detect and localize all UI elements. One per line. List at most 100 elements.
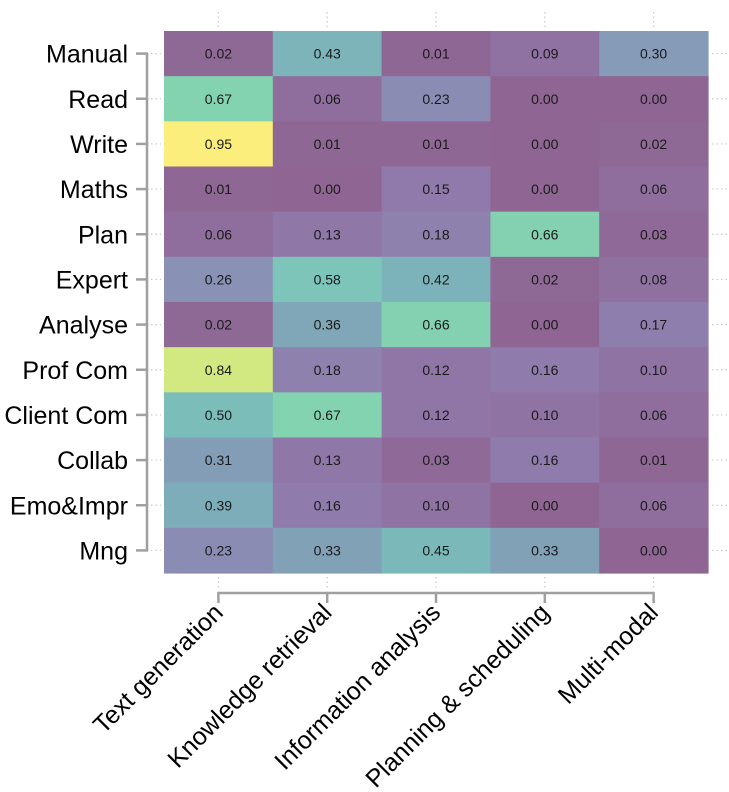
cell-value-label: 0.01	[422, 46, 449, 62]
y-tick-label: Analyse	[39, 312, 128, 340]
heatmap-cell	[599, 166, 709, 213]
heatmap-cell	[599, 482, 709, 529]
y-tick-label: Expert	[56, 266, 128, 294]
heatmap-cell	[381, 211, 491, 258]
heatmap-cell	[164, 31, 274, 77]
cell-value-label: 0.01	[640, 452, 667, 468]
x-tick-label: Planning & scheduling	[360, 598, 555, 792]
cell-value-label: 0.00	[531, 497, 558, 513]
y-tick-label: Manual	[46, 41, 128, 69]
cell-value-label: 0.43	[314, 46, 341, 62]
heatmap-cell	[490, 302, 600, 348]
cell-value-label: 0.13	[314, 226, 341, 242]
cell-value-label: 0.36	[314, 317, 341, 333]
cell-value-label: 0.23	[422, 91, 449, 107]
heatmap-cell	[599, 302, 709, 348]
cell-value-label: 0.06	[640, 407, 667, 423]
dotted-ticks	[151, 12, 727, 590]
heatmap-cell	[490, 166, 600, 213]
cell-value-label: 0.16	[531, 362, 558, 378]
cell-value-label: 0.01	[314, 136, 341, 152]
cell-value-label: 0.16	[531, 452, 558, 468]
heatmap-cell	[381, 166, 491, 213]
y-tick-label: Read	[68, 86, 128, 114]
y-tick-label: Prof Com	[22, 357, 128, 385]
heatmap-cell	[599, 256, 709, 303]
cell-value-label: 0.26	[205, 271, 232, 287]
heatmap-cell	[490, 392, 600, 439]
heatmap-cell	[599, 347, 709, 393]
heatmap-cell	[272, 482, 383, 529]
heatmap-cell	[164, 437, 274, 484]
cell-value-label: 0.33	[531, 542, 558, 558]
cell-value-label: 0.39	[205, 497, 232, 513]
cell-value-label: 0.00	[531, 317, 558, 333]
heatmap-cell	[272, 166, 383, 213]
cell-value-label: 0.30	[640, 46, 667, 62]
heatmap-cell	[164, 256, 274, 303]
cell-value-label: 0.02	[205, 317, 232, 333]
cell-value-label: 0.00	[531, 181, 558, 197]
cell-value-label: 0.00	[531, 136, 558, 152]
cell-value-label: 0.00	[640, 542, 667, 558]
cell-value-label: 0.66	[531, 226, 558, 242]
heatmap-cell	[164, 527, 274, 574]
cell-value-label: 0.95	[205, 136, 232, 152]
cell-value-label: 0.17	[640, 317, 667, 333]
cell-value-label: 0.02	[640, 136, 667, 152]
heatmap-cell	[272, 256, 383, 303]
y-axis: Manual Read Write Maths Plan Expert Analyse Pro…	[4, 41, 149, 565]
heatmap-cell	[164, 166, 274, 213]
heatmap-cell	[381, 437, 491, 484]
y-tick-label: Plan	[78, 221, 128, 249]
heatmap-cell	[490, 211, 600, 258]
y-tick-label: Mng	[79, 537, 128, 565]
cell-value-label: 0.03	[422, 452, 449, 468]
cell-value-label: 0.10	[640, 362, 667, 378]
heatmap-cell	[599, 76, 709, 122]
heatmap-cell	[272, 527, 383, 574]
y-tick-label: Maths	[60, 176, 128, 204]
cell-value-label: 0.18	[314, 362, 341, 378]
heatmap-cell	[599, 31, 709, 77]
heatmap-cell	[490, 76, 600, 122]
cell-value-label: 0.01	[205, 181, 232, 197]
cell-value-label: 0.10	[531, 407, 558, 423]
heatmap-cell	[381, 76, 491, 122]
heatmap-cell	[490, 437, 600, 484]
heatmap-cell	[272, 31, 383, 77]
cell-value-label: 0.06	[205, 226, 232, 242]
heatmap-cell	[164, 392, 274, 439]
cell-value-label: 0.33	[314, 542, 341, 558]
heatmap-cell	[164, 76, 274, 122]
heatmap-cell	[381, 482, 491, 529]
heatmap-cell	[272, 347, 383, 393]
cell-value-label: 0.06	[640, 497, 667, 513]
cell-value-label: 0.13	[314, 452, 341, 468]
cell-value-label: 0.42	[422, 271, 449, 287]
x-tick-label: Multi-modal	[553, 598, 664, 709]
heatmap-cell	[272, 76, 383, 122]
cell-value-label: 0.03	[640, 226, 667, 242]
cell-value-label: 0.00	[314, 181, 341, 197]
y-tick-label: Collab	[57, 447, 128, 475]
cell-value-label: 0.45	[422, 542, 449, 558]
cell-value-label: 0.58	[314, 271, 341, 287]
cell-value-label: 0.06	[640, 181, 667, 197]
heatmap-cell	[381, 302, 491, 348]
cell-value-label: 0.12	[422, 362, 449, 378]
cell-value-label: 0.23	[205, 542, 232, 558]
heatmap-cell	[490, 527, 600, 574]
heatmap-cell	[599, 437, 709, 484]
heatmap-cell	[381, 256, 491, 303]
heatmap-cell	[164, 482, 274, 529]
heatmap-cell-labels: 0.02 0.43 0.01 0.09 0.30 0.67 0.06 0.23 0.00 0.00…	[205, 46, 668, 559]
heatmap-cell	[381, 121, 491, 168]
heatmap-cell	[164, 302, 274, 348]
cell-value-label: 0.00	[640, 91, 667, 107]
heatmap-cell	[490, 256, 600, 303]
cell-value-label: 0.16	[314, 497, 341, 513]
y-tick-label: Client Com	[4, 402, 128, 430]
